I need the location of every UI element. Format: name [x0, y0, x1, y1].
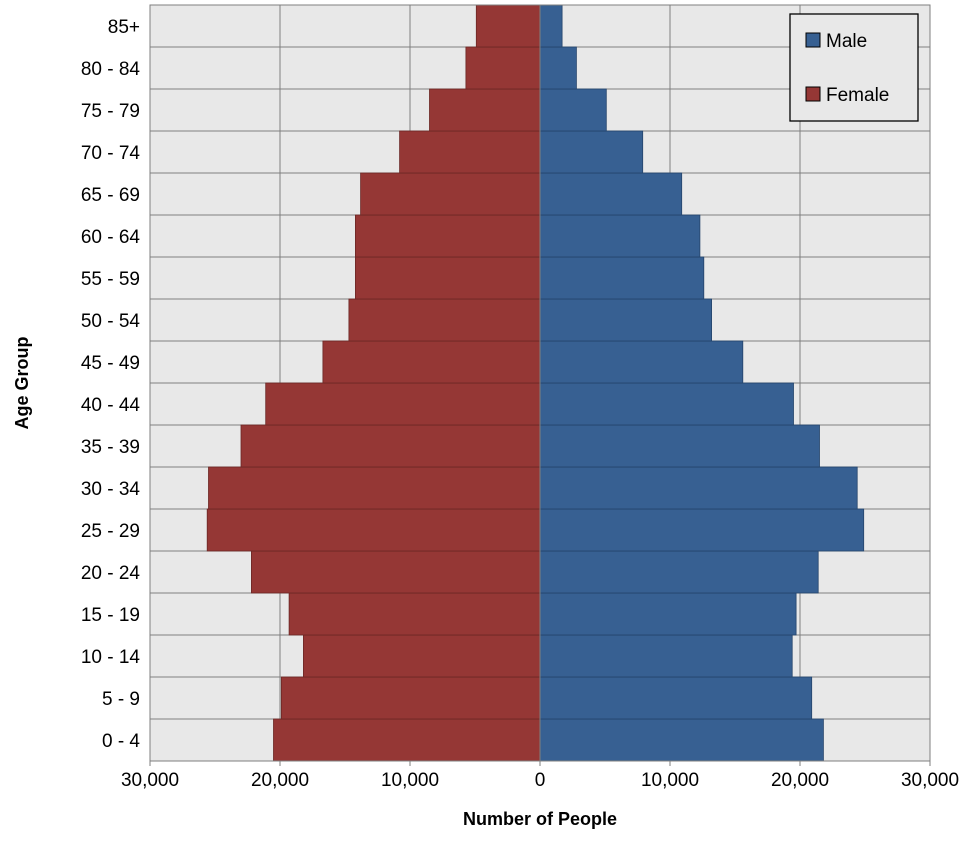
bar-male — [539, 718, 824, 762]
y-tick-label: 35 - 39 — [81, 437, 140, 458]
bar-male — [539, 46, 577, 90]
bar-male — [539, 172, 683, 216]
bars — [206, 4, 865, 762]
bar-male — [539, 466, 858, 510]
y-tick-label: 25 - 29 — [81, 521, 140, 542]
bar-female — [240, 424, 541, 468]
bar-female — [475, 4, 541, 48]
y-tick-label: 50 - 54 — [81, 311, 141, 332]
y-tick-label: 80 - 84 — [81, 59, 141, 80]
bar-male — [539, 298, 713, 342]
bar-male — [539, 634, 793, 678]
bar-male — [539, 214, 701, 258]
x-tick-label: 20,000 — [251, 770, 309, 791]
bar-female — [206, 508, 541, 552]
bar-female — [208, 466, 541, 510]
y-tick-label: 30 - 34 — [81, 479, 141, 500]
legend-swatch-male — [805, 32, 821, 48]
bar-male — [539, 340, 744, 384]
bar-female — [280, 676, 541, 720]
y-tick-label: 20 - 24 — [81, 563, 141, 584]
y-tick-label: 15 - 19 — [81, 605, 140, 626]
x-tick-label: 10,000 — [641, 770, 699, 791]
legend-box — [789, 13, 919, 122]
bar-female — [354, 256, 541, 300]
bar-female — [429, 88, 541, 132]
x-tick-labels: 30,000 20,000 10,000 0 10,000 20,000 30,000 — [121, 761, 959, 791]
legend-label-male: Male — [826, 31, 867, 52]
bar-male — [539, 424, 820, 468]
bar-female — [302, 634, 541, 678]
bar-male — [539, 382, 794, 426]
bar-female — [288, 592, 541, 636]
bar-female — [360, 172, 541, 216]
y-tick-label: 10 - 14 — [81, 647, 141, 668]
x-tick-label: 30,000 — [121, 770, 179, 791]
bar-male — [539, 256, 705, 300]
y-tick-labels: 0 - 4 5 - 9 10 - 14 15 - 19 20 - 24 25 - 29 30… — [81, 17, 141, 752]
bar-female — [322, 340, 541, 384]
bar-male — [539, 592, 797, 636]
y-tick-label: 70 - 74 — [81, 143, 141, 164]
bar-female — [399, 130, 541, 174]
bar-male — [539, 508, 865, 552]
y-tick-label: 40 - 44 — [81, 395, 141, 416]
bar-male — [539, 130, 644, 174]
y-tick-label: 5 - 9 — [102, 689, 140, 710]
x-tick-label: 30,000 — [901, 770, 959, 791]
bar-male — [539, 88, 607, 132]
x-tick-label: 20,000 — [771, 770, 829, 791]
y-tick-label: 0 - 4 — [102, 731, 140, 752]
bar-female — [354, 214, 541, 258]
y-tick-label: 55 - 59 — [81, 269, 140, 290]
y-axis-title: Age Group — [12, 336, 32, 429]
y-tick-label: 60 - 64 — [81, 227, 141, 248]
bar-female — [348, 298, 541, 342]
bar-female — [465, 46, 541, 90]
y-tick-label: 45 - 49 — [81, 353, 140, 374]
bar-female — [265, 382, 541, 426]
x-tick-label: 10,000 — [381, 770, 439, 791]
x-tick-label: 0 — [535, 770, 546, 791]
bar-male — [539, 550, 819, 594]
legend: Male Female — [789, 13, 919, 122]
y-tick-label: 65 - 69 — [81, 185, 140, 206]
y-tick-label: 75 - 79 — [81, 101, 140, 122]
bar-female — [250, 550, 541, 594]
bar-female — [273, 718, 541, 762]
y-tick-label: 85+ — [108, 17, 140, 38]
legend-swatch-female — [805, 86, 821, 102]
bar-male — [539, 4, 563, 48]
x-axis-title: Number of People — [463, 809, 617, 829]
bar-male — [539, 676, 813, 720]
legend-label-female: Female — [826, 85, 889, 106]
